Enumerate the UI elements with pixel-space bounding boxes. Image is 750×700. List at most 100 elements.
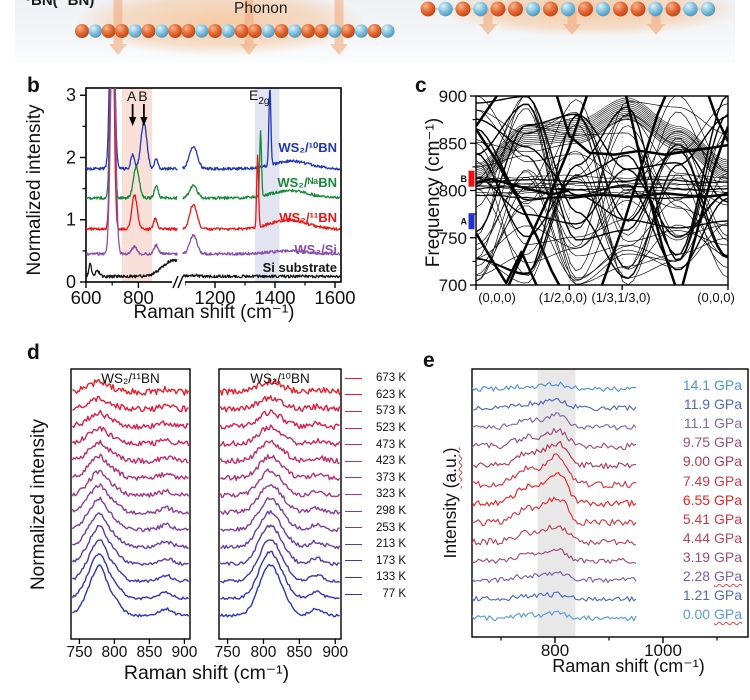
panel-b-y-axis-label: Normalized intensity: [24, 104, 45, 276]
legend-swatch: [345, 427, 362, 429]
phonon-arrowhead: [109, 44, 127, 55]
nitrogen-atom: [473, 1, 488, 17]
panel-label-b: b: [27, 74, 40, 97]
legend-label: 173 K: [375, 554, 406, 567]
spectrum-curve-b: [182, 273, 341, 279]
tick-label: 750: [439, 229, 467, 248]
pressure-value: 9.00: [682, 453, 714, 470]
boron-atom: [613, 1, 628, 17]
boron-atom: [367, 24, 382, 38]
pressure-value: 2.28: [682, 568, 714, 584]
pressure-label: 5.41 GPa: [683, 511, 742, 527]
phonon-branch: [476, 96, 728, 282]
tick-label: (1/2,0,0): [539, 290, 587, 305]
legend-label: 573 K: [375, 405, 406, 418]
boron-atom: [181, 24, 196, 38]
phonon-bundle: [476, 99, 728, 167]
tick-label: 1600: [314, 287, 355, 308]
phonon-branch: [476, 111, 728, 245]
pressure-unit: GPa: [713, 415, 742, 432]
pressure-label: 0.00 GPa: [683, 606, 742, 622]
tick-label: 800: [101, 644, 127, 661]
temperature-curve: [71, 483, 190, 515]
phonon-bundle: [476, 97, 728, 165]
panel-d-frame: [70, 368, 191, 640]
boron-atom: [508, 1, 523, 17]
e2g-mode-annotation: E2g: [249, 87, 269, 107]
temperature-curve: [71, 426, 190, 447]
nitrogen-atom: [683, 1, 698, 17]
pressure-label: 3.19 GPa: [683, 549, 742, 565]
panel-d-right-title: WS₂/¹⁰BN: [250, 371, 310, 386]
pressure-label: 14.1 GPa: [683, 377, 742, 393]
tick-label: (0,0,0): [478, 290, 516, 305]
legend-item: 423 K: [345, 453, 406, 470]
nitrogen-atom: [288, 24, 302, 38]
legend-item: 573 K: [345, 403, 406, 420]
pressure-label: 9.75 GPa: [683, 434, 742, 450]
pressure-curve: [472, 412, 637, 431]
pressure-label: 1.21 GPa: [683, 587, 742, 603]
legend-item: 213 K: [345, 536, 406, 553]
phonon-bundle: [476, 101, 728, 169]
legend-label: 673 K: [375, 372, 406, 385]
legend-item: 623 K: [345, 387, 406, 404]
temperature-curve: [71, 453, 189, 481]
panel-label-e: e: [423, 349, 435, 372]
legend-swatch: [345, 477, 362, 479]
legend-item: 373 K: [345, 470, 406, 487]
boron-atom: [114, 24, 129, 38]
phonon-bundle: [476, 114, 728, 182]
phonon-bundle: [476, 118, 728, 186]
boron-atom: [168, 24, 183, 38]
tick-label: B: [138, 88, 147, 104]
nitrogen-atom: [128, 24, 142, 38]
phonon-branch: [476, 189, 728, 259]
temperature-curve: [72, 564, 190, 618]
phonon-thick-branch: [569, 192, 728, 200]
legend-swatch: [345, 543, 362, 545]
nitrogen-atom: [525, 1, 541, 17]
pressure-curve: [472, 381, 637, 392]
phonon-arrowhead: [240, 44, 258, 55]
phonon-thick-branch: [476, 96, 499, 127]
tick-label: 2: [66, 147, 76, 167]
legend-item: 323 K: [345, 486, 406, 503]
nitrogen-atom: [261, 24, 275, 38]
legend-swatch: [345, 576, 362, 578]
temperature-curve: [219, 484, 341, 516]
phonon-branch: [476, 96, 728, 272]
legend-swatch: [345, 527, 362, 529]
pressure-unit: GPa: [713, 606, 742, 623]
series-label-si-substrate: Si substrate: [262, 260, 337, 275]
nitrogen-atom: [88, 24, 103, 38]
tick-label: 900: [439, 87, 467, 106]
pressure-unit: GPa: [713, 587, 742, 604]
phonon-bundle: [476, 112, 728, 180]
series-label-ws2-si: WS₂/Si: [294, 242, 337, 257]
isotope-label: ¹⁰BN(¹¹BN): [20, 0, 95, 9]
pressure-unit: GPa: [713, 548, 742, 565]
legend-swatch: [345, 593, 362, 595]
phonon-branch: [476, 108, 728, 285]
boron-atom: [490, 1, 506, 17]
legend-item: 473 K: [345, 436, 406, 453]
spectrum-curve-b: [86, 258, 178, 279]
phonon-branch: [476, 101, 728, 248]
temperature-curve: [220, 510, 341, 550]
pressure-value: 3.19: [682, 548, 714, 565]
tick-label: 850: [286, 644, 312, 661]
phonon-thick-branch: [600, 96, 667, 285]
legend-label: 373 K: [375, 471, 406, 484]
mode-marker: [468, 170, 475, 187]
phonon-bundle: [476, 116, 728, 184]
boron-atom: [665, 1, 681, 17]
tick-label: (1/3,1/3,0): [591, 290, 650, 305]
pressure-curve: [472, 440, 637, 470]
legend-item: 133 K: [345, 569, 406, 586]
pressure-value: 7.49: [682, 472, 714, 489]
panel-d-x-axis-label: Raman shift (cm⁻¹): [123, 662, 290, 684]
phonon-arrow: [567, 10, 577, 24]
tick-label: 800: [123, 287, 154, 308]
